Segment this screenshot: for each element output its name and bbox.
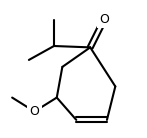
Text: O: O (99, 13, 109, 26)
Text: O: O (30, 105, 39, 118)
